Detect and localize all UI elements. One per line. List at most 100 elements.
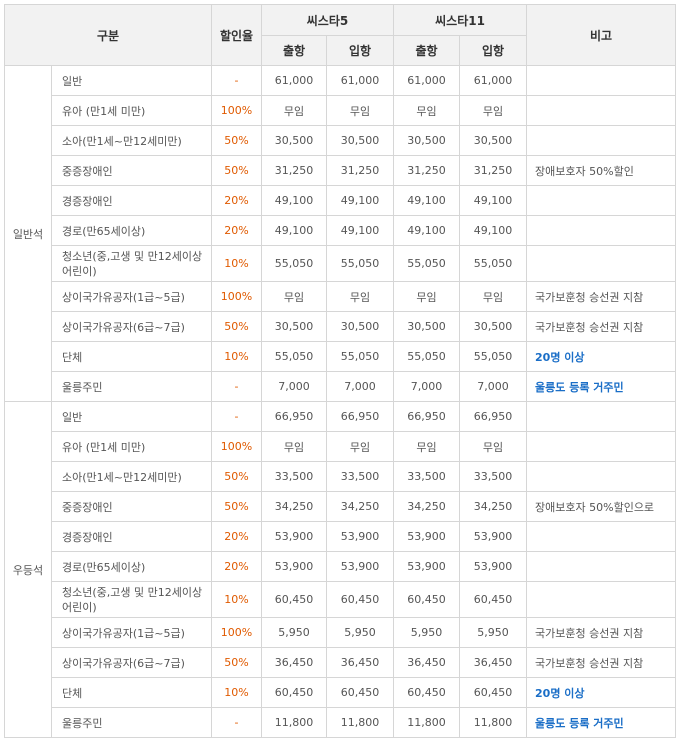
- sister11-depart-price: 53,900: [393, 551, 461, 582]
- sister11-depart-price: 53,900: [393, 521, 461, 552]
- passenger-type: 청소년(중,고생 및 만12세이상 어린이): [51, 581, 212, 618]
- passenger-type: 경증장애인: [51, 521, 212, 552]
- sister5-arrive-price: 55,050: [325, 341, 395, 372]
- fare-table: 구분 할인율 씨스타5 씨스타11 비고 출항 입항 출항 입항 일반석 일반 -6…: [4, 4, 677, 738]
- table-row: 중증장애인 50% 34,250 34,250 34,250 34,250 장애보호자 50…: [5, 491, 677, 522]
- passenger-type: 일반: [51, 65, 212, 96]
- sister11-arrive-price: 55,050: [459, 245, 528, 282]
- sister11-arrive-price: 53,900: [459, 521, 528, 552]
- discount-rate: 100%: [211, 95, 262, 126]
- sister5-depart-price: 무임: [261, 431, 327, 462]
- table-row: 일반석 일반 -61,000 61,000 61,000 61,000: [4, 65, 677, 402]
- fare-table-body: 일반석 일반 -61,000 61,000 61,000 61,000 유아 (만1세 미만…: [4, 65, 677, 738]
- sister5-arrive-price: 11,800: [325, 707, 395, 738]
- passenger-type: 단체: [51, 341, 212, 372]
- sister5-depart-price: 무임: [261, 95, 327, 126]
- discount-rate: 20%: [211, 551, 262, 582]
- note-cell: [526, 185, 677, 216]
- table-row: 청소년(중,고생 및 만12세이상 어린이) 10% 55,050 55,050 55,…: [5, 245, 677, 282]
- table-row: 소아(만1세~만12세미만) 50% 30,500 30,500 30,500 30,50…: [5, 125, 677, 156]
- sister11-arrive-price: 60,450: [459, 677, 528, 708]
- table-row: 유아 (만1세 미만) 100% 무임 무임 무임 무임: [5, 431, 677, 462]
- sister5-depart-price: 66,950: [261, 401, 327, 432]
- sister11-arrive-price: 55,050: [459, 341, 528, 372]
- note-cell: [526, 521, 677, 552]
- passenger-type: 상이국가유공자(1급~5급): [51, 617, 212, 648]
- sister5-arrive-price: 55,050: [325, 245, 395, 282]
- note-cell: [526, 125, 677, 156]
- sister11-depart-price: 66,950: [393, 401, 461, 432]
- discount-rate: 50%: [211, 461, 262, 492]
- passenger-type: 경로(만65세이상): [51, 215, 212, 246]
- table-row: 상이국가유공자(1급~5급) 100% 무임 무임 무임 무임 국가보훈청 승선권 지참: [5, 281, 677, 312]
- sister5-arrive-price: 33,500: [325, 461, 395, 492]
- sister5-depart-price: 30,500: [261, 125, 327, 156]
- sister5-depart-price: 31,250: [261, 155, 327, 186]
- passenger-type: 상이국가유공자(1급~5급): [51, 281, 212, 312]
- table-row: 단체 10% 55,050 55,050 55,050 55,050 20명 이상: [5, 341, 677, 372]
- sister5-depart-price: 55,050: [261, 341, 327, 372]
- sister11-depart-price: 61,000: [393, 65, 461, 96]
- discount-rate: 10%: [211, 341, 262, 372]
- sister5-arrive-price: 30,500: [325, 125, 395, 156]
- table-row: 경로(만65세이상) 20% 53,900 53,900 53,900 53,900: [5, 551, 677, 582]
- sister11-depart-price: 무임: [393, 431, 461, 462]
- note-cell: 20명 이상: [526, 341, 677, 372]
- note-cell: [526, 461, 677, 492]
- passenger-type: 중증장애인: [51, 155, 212, 186]
- sister5-depart-price: 36,450: [261, 647, 327, 678]
- note-cell: [526, 401, 677, 432]
- passenger-type: 단체: [51, 677, 212, 708]
- sister5-depart-price: 34,250: [261, 491, 327, 522]
- table-row: 경로(만65세이상) 20% 49,100 49,100 49,100 49,100: [5, 215, 677, 246]
- table-row: 단체 10% 60,450 60,450 60,450 60,450 20명 이상: [5, 677, 677, 708]
- discount-rate: 20%: [211, 521, 262, 552]
- passenger-type: 경증장애인: [51, 185, 212, 216]
- table-row: 경증장애인 20% 53,900 53,900 53,900 53,900: [5, 521, 677, 552]
- sister5-depart-price: 53,900: [261, 521, 327, 552]
- sister5-arrive-price: 무임: [325, 95, 395, 126]
- sister11-arrive-price: 무임: [459, 281, 528, 312]
- note-cell: [526, 65, 677, 96]
- sister5-arrive-price: 7,000: [325, 371, 395, 402]
- note-cell: 국가보훈청 승선권 지참: [526, 311, 677, 342]
- discount-rate: -: [211, 401, 262, 432]
- sister5-depart-price: 61,000: [261, 65, 327, 96]
- discount-rate: 100%: [211, 617, 262, 648]
- sister11-depart-price: 31,250: [393, 155, 461, 186]
- discount-rate: 20%: [211, 215, 262, 246]
- note-cell: [526, 581, 677, 618]
- discount-rate: 10%: [211, 677, 262, 708]
- sister11-arrive-price: 7,000: [459, 371, 528, 402]
- table-row: 상이국가유공자(6급~7급) 50% 30,500 30,500 30,500 30,50…: [5, 311, 677, 342]
- sister5-arrive-price: 36,450: [325, 647, 395, 678]
- note-cell: [526, 551, 677, 582]
- note-cell: 국가보훈청 승선권 지참: [526, 281, 677, 312]
- discount-rate: 50%: [211, 311, 262, 342]
- sister11-arrive-price: 무임: [459, 95, 528, 126]
- header-note: 비고: [526, 4, 677, 66]
- table-row: 경증장애인 20% 49,100 49,100 49,100 49,100: [5, 185, 677, 216]
- sister11-arrive-price: 11,800: [459, 707, 528, 738]
- table-row: 상이국가유공자(1급~5급) 100% 5,950 5,950 5,950 5,950 국가…: [5, 617, 677, 648]
- table-row: 울릉주민 -11,800 11,800 11,800 11,800 울릉도 등록 거주민: [5, 707, 677, 738]
- passenger-type: 유아 (만1세 미만): [51, 95, 212, 126]
- sister5-depart-price: 30,500: [261, 311, 327, 342]
- note-cell: 20명 이상: [526, 677, 677, 708]
- sister11-arrive-price: 30,500: [459, 125, 528, 156]
- sister5-depart-price: 49,100: [261, 215, 327, 246]
- sister5-arrive-price: 49,100: [325, 215, 395, 246]
- table-row: 중증장애인 50% 31,250 31,250 31,250 31,250 장애보호자 50…: [5, 155, 677, 186]
- sister11-depart-price: 60,450: [393, 581, 461, 618]
- header-sister11-arrive: 입항: [459, 35, 528, 66]
- discount-rate: 10%: [211, 245, 262, 282]
- discount-rate: -: [211, 707, 262, 738]
- sister5-arrive-price: 66,950: [325, 401, 395, 432]
- sister5-arrive-price: 무임: [325, 431, 395, 462]
- passenger-type: 소아(만1세~만12세미만): [51, 125, 212, 156]
- seat-class-label: 일반석: [4, 65, 52, 402]
- sister5-depart-price: 5,950: [261, 617, 327, 648]
- sister11-arrive-price: 무임: [459, 431, 528, 462]
- passenger-type: 상이국가유공자(6급~7급): [51, 311, 212, 342]
- table-row: 우등석 일반 -66,950 66,950 66,950 66,950: [4, 401, 677, 738]
